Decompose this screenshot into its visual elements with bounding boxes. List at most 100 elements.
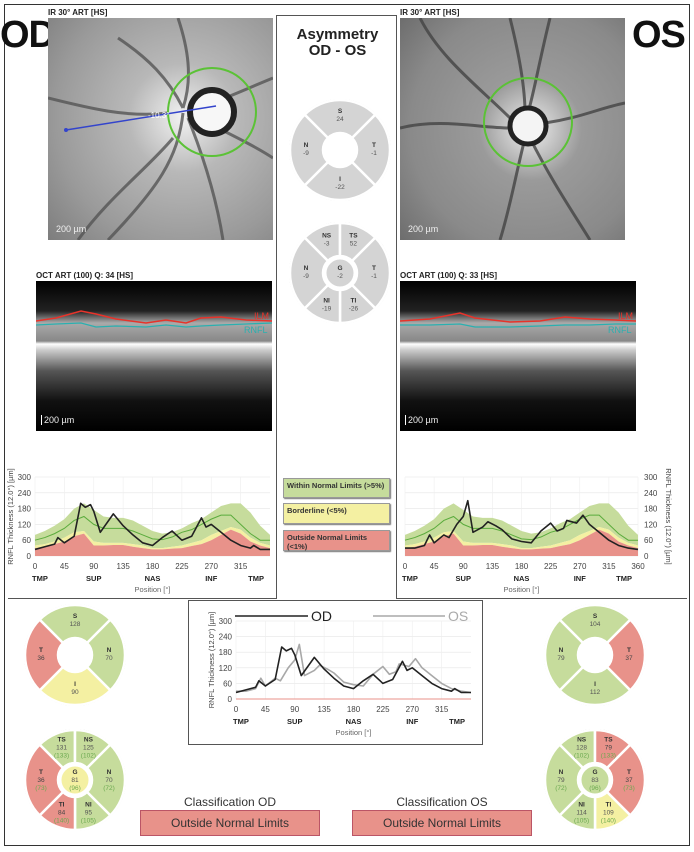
os-fundus-label: IR 30° ART [HS] <box>400 8 460 17</box>
os-rnfl-chart: 0 60 120 180 240 300 0 45 90 135 180 225 270 315 360 TM… <box>402 468 673 594</box>
y-tick-label: 300 <box>644 473 658 482</box>
sector-id-ti: TI <box>606 801 612 808</box>
region-label-sup: SUP <box>287 717 302 726</box>
os-fundus-scale: 200 µm <box>408 224 439 234</box>
x-tick-label: 360 <box>631 562 645 571</box>
region-label-tmp: TMP <box>233 717 249 726</box>
x-tick-label: 270 <box>573 562 587 571</box>
y-tick-label: 120 <box>644 520 658 529</box>
region-label-sup: SUP <box>86 574 101 583</box>
sector-normal-n: (72) <box>555 785 567 792</box>
x-tick-label: 0 <box>33 562 38 571</box>
sector-id-ti: TI <box>351 297 357 304</box>
sector-s <box>557 603 633 645</box>
sector-value-g: -2 <box>337 273 343 280</box>
x-tick-label: 0 <box>403 562 408 571</box>
sector-value-ts: 79 <box>605 745 613 752</box>
x-tick-label: 315 <box>435 705 449 714</box>
y-tick-label: 240 <box>18 489 32 498</box>
os-eye-label: OS <box>632 14 686 56</box>
x-axis-label: Position [°] <box>135 585 171 594</box>
sector-value-ni: -19 <box>322 305 332 312</box>
sector-n <box>85 617 127 693</box>
x-tick-label: 180 <box>515 562 529 571</box>
y-axis-label: RNFL Thickness (12.0°) [µm] <box>664 468 673 565</box>
os-sector-map: NS128(102)TS79(133)T37(73)TI109(140)NI11… <box>543 728 647 832</box>
x-tick-label: 315 <box>234 562 248 571</box>
sector-id-n: N <box>304 265 309 272</box>
sector-value-ni: 114 <box>576 809 587 816</box>
region-label-tmp: TMP <box>616 574 632 583</box>
sector-id-t: T <box>39 769 43 776</box>
y-tick-label: 180 <box>219 648 233 657</box>
sector-id-ns: NS <box>322 233 332 240</box>
sector-id-n: N <box>304 142 309 149</box>
sector-normal-ns: (102) <box>81 753 96 760</box>
od-scan-angle: -10.3° <box>148 111 169 120</box>
y-tick-label: 60 <box>22 536 31 545</box>
sector-id-s: S <box>73 613 78 620</box>
sector-value-t: -1 <box>371 273 377 280</box>
sector-id-t: T <box>627 769 631 776</box>
sector-value-n: 70 <box>105 655 113 662</box>
region-label-nas: NAS <box>145 574 161 583</box>
sector-n <box>543 742 585 818</box>
sector-id-ts: TS <box>349 233 358 240</box>
legend-outside: Outside Normal Limits (<1%) <box>283 530 390 551</box>
os-fundus-vessels <box>400 18 625 240</box>
sector-value-t: 36 <box>37 777 45 784</box>
x-tick-label: 45 <box>430 562 439 571</box>
od-rnfl-label: RNFL <box>244 325 268 335</box>
asymmetry-title-line2: OD - OS <box>308 42 367 59</box>
od-fundus-vessels: -10.3° <box>48 18 273 240</box>
sector-normal-ns: (102) <box>574 753 589 760</box>
sector-t <box>350 235 392 311</box>
sector-id-ts: TS <box>57 737 66 744</box>
x-tick-label: 45 <box>261 705 270 714</box>
sector-i <box>302 160 378 202</box>
sector-value-n: -9 <box>303 150 309 157</box>
x-tick-label: 135 <box>116 562 130 571</box>
report-frame <box>4 4 690 846</box>
od-fundus-scale: 200 µm <box>56 224 87 234</box>
sector-s <box>302 98 378 140</box>
sector-id-i: I <box>594 681 596 688</box>
y-tick-label: 60 <box>223 679 232 688</box>
legend-os-label: OS <box>448 608 468 624</box>
od-classification-title: Classification OD <box>183 795 277 809</box>
divider <box>397 598 687 599</box>
sector-id-n: N <box>107 647 112 654</box>
legend-within: Within Normal Limits (>5%) <box>283 478 390 498</box>
x-tick-label: 45 <box>60 562 69 571</box>
normal-band-outside <box>405 529 638 556</box>
asymmetry-title: Asymmetry OD - OS <box>277 27 398 59</box>
sector-value-ns: -3 <box>324 241 330 248</box>
sector-id-t: T <box>627 647 631 654</box>
region-label-tmp: TMP <box>449 717 465 726</box>
os-ilm-label: ILM <box>618 311 633 321</box>
sector-id-t: T <box>39 647 43 654</box>
legend-od-label: OD <box>311 608 332 624</box>
region-label-inf: INF <box>406 717 419 726</box>
sector-t <box>23 617 65 693</box>
os-fundus-image: 200 µm <box>400 18 625 240</box>
sector-value-ts: 131 <box>56 745 67 752</box>
x-tick-label: 225 <box>376 705 390 714</box>
x-axis-label: Position [°] <box>504 585 540 594</box>
x-tick-label: 135 <box>317 705 331 714</box>
y-tick-label: 240 <box>644 489 658 498</box>
y-tick-label: 300 <box>18 473 32 482</box>
y-tick-label: 180 <box>18 505 32 514</box>
sector-value-t: 36 <box>37 655 45 662</box>
y-axis-label: RNFL Thickness (12.0°) [µm] <box>207 612 216 709</box>
sector-id-s: S <box>593 613 598 620</box>
sector-value-i: -22 <box>335 184 345 191</box>
region-label-tmp: TMP <box>402 574 418 583</box>
sector-id-n: N <box>559 647 564 654</box>
sector-n <box>543 617 585 693</box>
sector-value-t: 37 <box>625 655 633 662</box>
